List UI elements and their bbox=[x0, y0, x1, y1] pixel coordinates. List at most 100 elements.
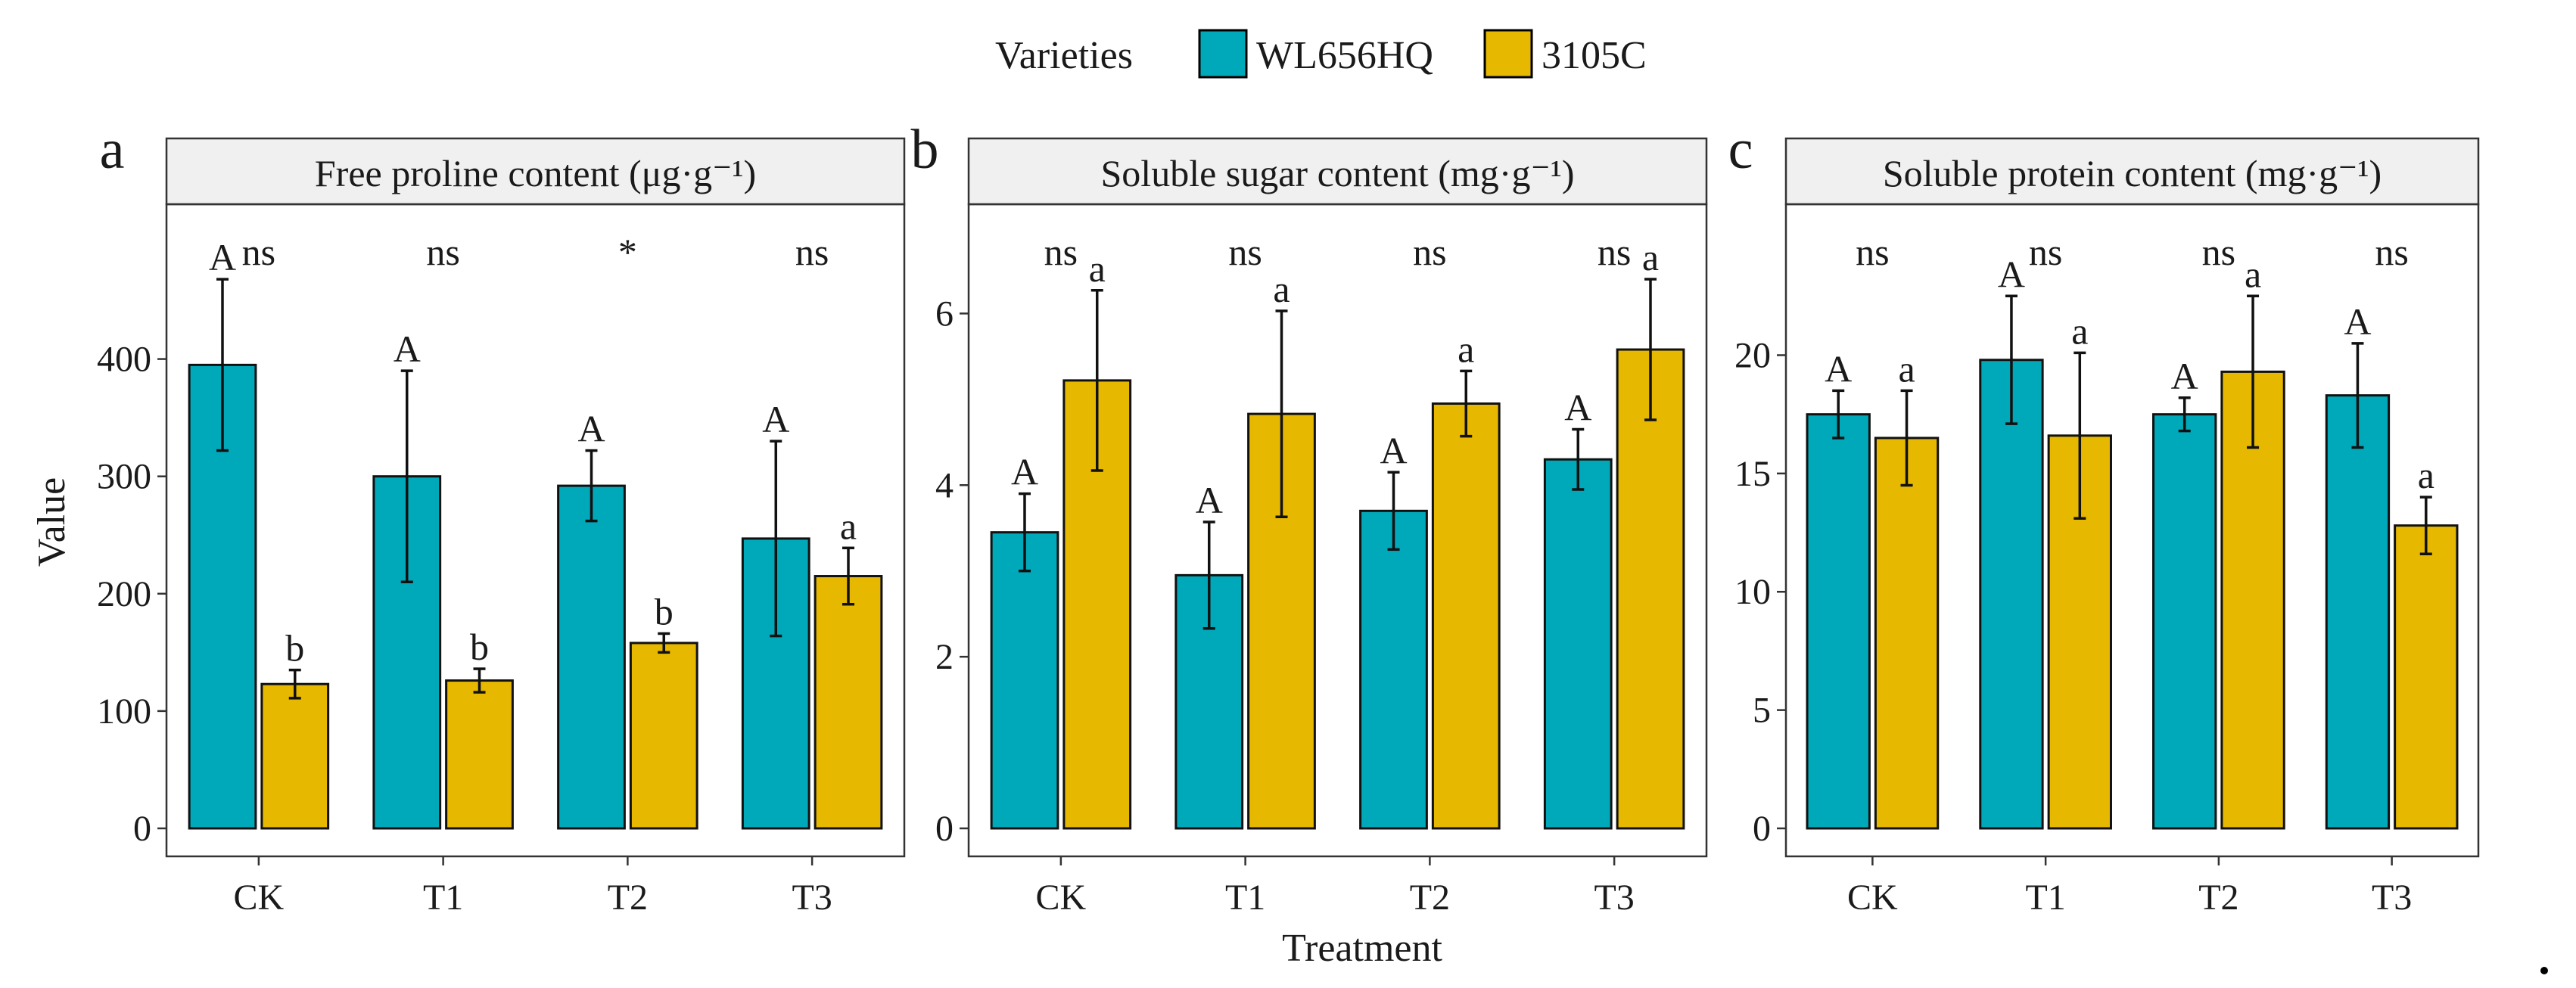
y-tick-label: 15 bbox=[1734, 454, 1771, 494]
x-tick-label: CK bbox=[234, 878, 285, 918]
x-tick-label: T3 bbox=[792, 878, 832, 918]
y-tick-label: 4 bbox=[935, 465, 954, 505]
bar bbox=[990, 531, 1059, 830]
significance-letter: A bbox=[1564, 387, 1591, 429]
y-tick-label: 0 bbox=[935, 809, 954, 849]
panel-a: Free proline content (μg·g⁻¹) a 0 100 200 300… bbox=[97, 119, 906, 918]
significance-label: * bbox=[618, 231, 637, 273]
significance-label: ns bbox=[2375, 231, 2408, 273]
significance-label: ns bbox=[426, 231, 459, 273]
significance-letter: a bbox=[1458, 328, 1474, 370]
x-tick-label: CK bbox=[1036, 878, 1087, 918]
significance-letter: b bbox=[470, 626, 489, 668]
significance-letter: A bbox=[1380, 429, 1407, 471]
significance-letter: a bbox=[1089, 247, 1106, 290]
x-tick-label: T2 bbox=[1410, 878, 1450, 918]
bar bbox=[1359, 509, 1428, 830]
legend-swatch-3105c bbox=[1483, 29, 1533, 79]
significance-letter: A bbox=[577, 408, 605, 450]
significance-label: ns bbox=[1228, 231, 1262, 273]
x-tick-label: T1 bbox=[2025, 878, 2065, 918]
x-tick-label: T1 bbox=[423, 878, 463, 918]
x-tick-label: T3 bbox=[1594, 878, 1634, 918]
bar bbox=[1616, 348, 1685, 830]
significance-letter: A bbox=[394, 328, 421, 370]
legend: Varieties WL656HQ 3105C bbox=[995, 29, 1647, 79]
legend-label-3105c: 3105C bbox=[1542, 34, 1647, 77]
y-tick-label: 10 bbox=[1734, 572, 1771, 612]
panel-strip bbox=[165, 137, 906, 206]
y-tick-label: 6 bbox=[935, 294, 954, 334]
y-tick-label: 5 bbox=[1753, 691, 1771, 731]
trailing-dot bbox=[2540, 967, 2548, 974]
bar bbox=[1874, 437, 1940, 830]
significance-letter: A bbox=[1998, 253, 2025, 295]
panel-b: Soluble sugar content (mg·g⁻¹)b0246CKAan… bbox=[911, 119, 1708, 918]
plot-frame bbox=[967, 203, 1708, 858]
legend-swatch-wl656hq bbox=[1198, 29, 1248, 79]
legend-title: Varieties bbox=[995, 34, 1133, 77]
significance-letter: a bbox=[840, 505, 857, 547]
y-tick-label: 300 bbox=[97, 457, 151, 497]
bar bbox=[2394, 524, 2459, 830]
panel-letter: a bbox=[100, 119, 125, 181]
plot-frame bbox=[1784, 203, 2480, 858]
significance-label: ns bbox=[1598, 231, 1631, 273]
significance-label: ns bbox=[1413, 231, 1446, 273]
significance-letter: a bbox=[2071, 309, 2088, 352]
significance-letter: a bbox=[2418, 454, 2434, 496]
significance-label: ns bbox=[795, 231, 829, 273]
significance-label: ns bbox=[2029, 231, 2062, 273]
bar bbox=[1979, 359, 2044, 830]
x-tick-label: T1 bbox=[1225, 878, 1265, 918]
panel-c: Soluble protein content (mg·g⁻¹) c 0 5 10 15 2… bbox=[1728, 119, 2480, 918]
significance-letter: A bbox=[762, 398, 789, 440]
y-tick-label: 0 bbox=[1753, 809, 1771, 849]
significance-letter: A bbox=[1196, 479, 1223, 521]
panel-letter: b bbox=[911, 119, 939, 181]
significance-label: ns bbox=[1856, 231, 1889, 273]
bar bbox=[445, 679, 514, 830]
x-tick-label: T3 bbox=[2372, 878, 2412, 918]
bar bbox=[1806, 413, 1871, 830]
panel-title: Free proline content (μg·g⁻¹) bbox=[315, 152, 756, 194]
bar bbox=[629, 642, 698, 830]
x-tick-label: T2 bbox=[2198, 878, 2238, 918]
panel-strip bbox=[967, 137, 1708, 206]
bar bbox=[814, 575, 883, 830]
significance-label: ns bbox=[1044, 231, 1078, 273]
bar bbox=[2325, 394, 2391, 830]
significance-label: ns bbox=[2202, 231, 2235, 273]
significance-letter: a bbox=[1273, 268, 1290, 310]
plot-frame bbox=[165, 203, 906, 858]
bar bbox=[557, 484, 626, 830]
significance-letter: b bbox=[285, 627, 304, 670]
significance-letter: A bbox=[1011, 451, 1038, 493]
bar bbox=[1431, 402, 1501, 830]
panel-letter: c bbox=[1728, 119, 1753, 181]
significance-letter: A bbox=[209, 236, 236, 278]
bar bbox=[2152, 413, 2217, 830]
bar bbox=[1543, 458, 1613, 830]
y-tick-label: 200 bbox=[97, 574, 151, 614]
x-tick-label: T2 bbox=[608, 878, 648, 918]
significance-letter: a bbox=[2245, 253, 2261, 295]
y-axis-title: Value bbox=[30, 477, 73, 567]
legend-label-wl656hq: WL656HQ bbox=[1256, 34, 1433, 77]
y-tick-label: 100 bbox=[97, 691, 151, 732]
panel-title: Soluble sugar content (mg·g⁻¹) bbox=[1101, 152, 1575, 194]
x-axis-title: Treatment bbox=[1282, 927, 1442, 970]
y-tick-label: 400 bbox=[97, 340, 151, 380]
significance-letter: a bbox=[1642, 236, 1659, 278]
panel-title: Soluble protein content (mg·g⁻¹) bbox=[1883, 152, 2382, 194]
y-tick-label: 2 bbox=[935, 637, 954, 677]
bar bbox=[260, 682, 330, 830]
significance-letter: A bbox=[2344, 300, 2371, 343]
significance-letter: A bbox=[1825, 347, 1852, 390]
significance-label: ns bbox=[242, 231, 275, 273]
panel-strip bbox=[1784, 137, 2480, 206]
y-tick-label: 20 bbox=[1734, 335, 1771, 375]
significance-letter: b bbox=[655, 591, 674, 633]
significance-letter: a bbox=[1898, 347, 1915, 390]
